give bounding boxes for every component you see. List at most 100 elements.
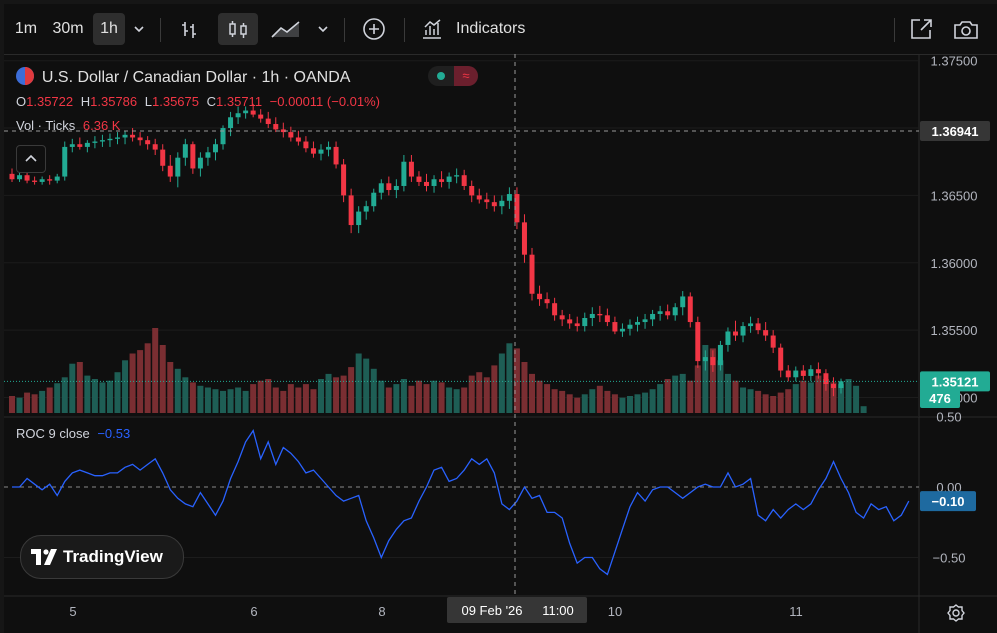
area-chart-icon[interactable] bbox=[266, 13, 306, 45]
candle-body bbox=[77, 144, 83, 147]
volume-bar bbox=[137, 350, 144, 413]
candle-body bbox=[529, 254, 535, 294]
volume-label: Vol · Ticks bbox=[16, 118, 76, 133]
interval-1m-button[interactable]: 1m bbox=[14, 20, 38, 37]
camera-icon[interactable] bbox=[948, 13, 984, 45]
volume-bar bbox=[581, 394, 588, 413]
tradingview-logo[interactable]: TradingView bbox=[20, 535, 184, 579]
chart-settings-button[interactable] bbox=[945, 602, 967, 624]
candle-body bbox=[597, 313, 603, 316]
candle-body bbox=[476, 195, 482, 200]
chevron-up-icon bbox=[25, 154, 37, 162]
candle-body bbox=[514, 194, 520, 223]
candles-icon[interactable] bbox=[218, 13, 258, 45]
candle-body bbox=[582, 318, 588, 327]
volume-bar bbox=[574, 397, 581, 413]
crosshair-price-label-bg bbox=[920, 121, 990, 141]
candle-body bbox=[408, 161, 414, 177]
volume-bar bbox=[280, 390, 287, 413]
volume-bar bbox=[182, 377, 189, 413]
candle-body bbox=[612, 322, 618, 332]
candle-body bbox=[635, 322, 641, 325]
volume-bar bbox=[566, 394, 573, 413]
candle-body bbox=[454, 175, 460, 177]
candle-body bbox=[333, 146, 339, 165]
candle-body bbox=[197, 157, 203, 169]
volume-bar bbox=[483, 377, 490, 413]
candle-body bbox=[642, 319, 648, 323]
indicators-button[interactable]: Indicators bbox=[416, 13, 538, 45]
flag-icon bbox=[16, 67, 34, 85]
interval-30m-button[interactable]: 30m bbox=[52, 20, 84, 37]
candle-body bbox=[167, 165, 173, 177]
volume-bar bbox=[174, 368, 181, 413]
volume-bar bbox=[340, 375, 347, 413]
volume-bar bbox=[287, 384, 294, 413]
volume-bar bbox=[815, 375, 822, 413]
volume-bar bbox=[611, 394, 618, 413]
candle-body bbox=[619, 328, 625, 332]
candle-body bbox=[823, 373, 829, 385]
candle-body bbox=[39, 179, 45, 182]
candle-body bbox=[552, 303, 558, 316]
candle-body bbox=[130, 134, 136, 138]
interval-1h-button[interactable]: 1h bbox=[93, 13, 125, 45]
bar-chart-icon[interactable] bbox=[172, 13, 208, 45]
roc-current-label: −0.10 bbox=[932, 494, 965, 509]
volume-value: 6.36 K bbox=[82, 118, 121, 133]
roc-line bbox=[12, 429, 910, 576]
candle-body bbox=[657, 311, 663, 314]
volume-bar bbox=[506, 343, 513, 413]
candle-body bbox=[763, 330, 769, 336]
roc-value: −0.53 bbox=[97, 426, 131, 441]
volume-bar bbox=[24, 392, 31, 413]
candle-body bbox=[484, 199, 490, 203]
candle-body bbox=[559, 315, 565, 320]
volume-bar bbox=[860, 406, 867, 413]
candle-body bbox=[235, 113, 241, 118]
volume-bar bbox=[657, 384, 664, 413]
candle-body bbox=[650, 313, 656, 320]
candle-body bbox=[702, 357, 708, 362]
volume-bar bbox=[46, 387, 53, 413]
volume-bar bbox=[604, 390, 611, 413]
add-compare-icon[interactable] bbox=[356, 13, 392, 45]
candle-body bbox=[175, 157, 181, 177]
low-value: 1.35675 bbox=[152, 94, 199, 109]
volume-bar bbox=[423, 384, 430, 413]
volume-bar bbox=[679, 373, 686, 413]
chevron-down-icon[interactable] bbox=[310, 13, 336, 45]
volume-bar bbox=[122, 360, 129, 413]
open-value: 1.35722 bbox=[26, 94, 74, 109]
open-label: O bbox=[16, 94, 27, 109]
volume-bar bbox=[106, 380, 113, 413]
fullscreen-icon[interactable] bbox=[904, 13, 940, 45]
candle-body bbox=[24, 175, 30, 181]
candle-body bbox=[740, 326, 746, 336]
volume-bar bbox=[438, 382, 445, 413]
volume-bar bbox=[838, 384, 844, 413]
volume-bar bbox=[212, 389, 219, 413]
change-value: −0.00011 (−0.01%) bbox=[269, 94, 381, 109]
candle-body bbox=[386, 183, 392, 191]
candle-body bbox=[288, 132, 294, 138]
candlesticks bbox=[4, 103, 919, 397]
collapse-legend-button[interactable] bbox=[16, 145, 46, 173]
indicators-icon bbox=[423, 19, 441, 39]
candle-body bbox=[589, 313, 595, 319]
volume-legend[interactable]: Vol · Ticks 6.36 K bbox=[16, 118, 120, 133]
candle-body bbox=[273, 124, 279, 130]
roc-legend[interactable]: ROC 9 close −0.53 bbox=[16, 426, 130, 441]
symbol-title: U.S. Dollar / Canadian Dollar · 1h · OAN… bbox=[41, 69, 351, 86]
volume-bar bbox=[333, 377, 340, 413]
volume-bar bbox=[845, 379, 852, 413]
chevron-down-icon[interactable] bbox=[126, 13, 152, 45]
price-tick-label: 1.36000 bbox=[931, 256, 978, 271]
volume-bar bbox=[257, 380, 264, 413]
high-value: 1.35786 bbox=[90, 94, 138, 109]
market-status-badge[interactable]: ≈ bbox=[428, 66, 478, 86]
candle-body bbox=[160, 149, 166, 166]
volume-bar bbox=[400, 379, 407, 413]
candle-body bbox=[755, 323, 761, 331]
candle-body bbox=[537, 293, 543, 300]
